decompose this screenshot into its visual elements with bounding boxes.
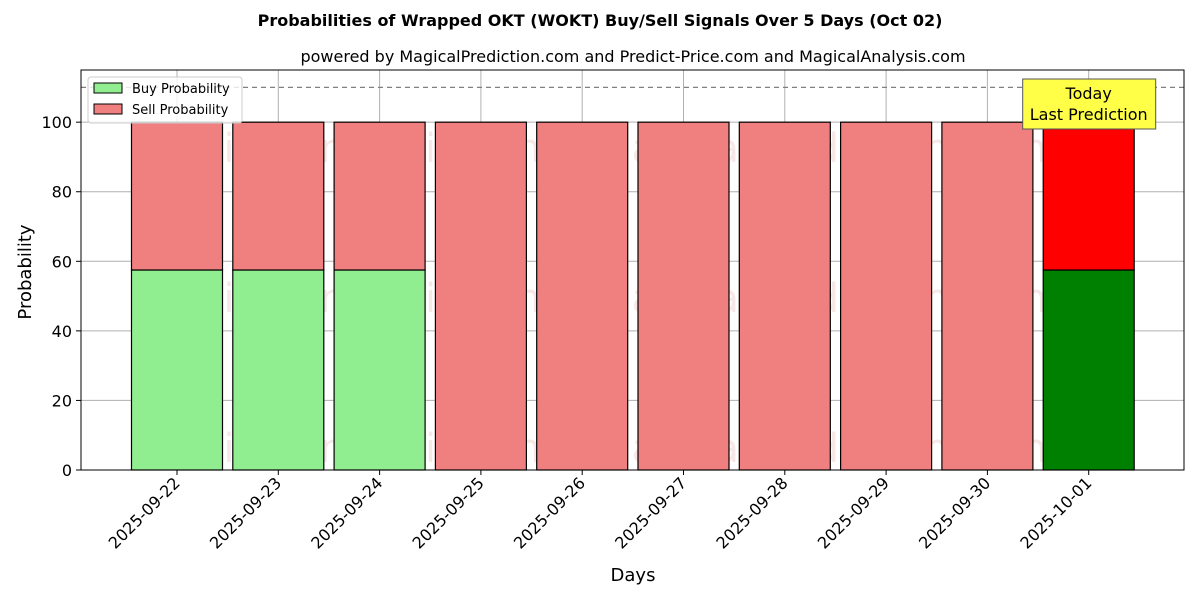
bar-sell	[1042, 121, 1135, 271]
legend-label: Sell Probability	[132, 103, 229, 118]
x-tick-label: 2025-09-29	[814, 473, 893, 552]
annotation-text: Last Prediction	[1030, 105, 1148, 124]
bar-sell	[941, 121, 1034, 471]
legend-label: Buy Probability	[132, 82, 230, 97]
x-tick-label: 2025-09-27	[611, 473, 690, 552]
bar-sell	[232, 121, 325, 271]
bar-sell	[333, 121, 426, 271]
y-tick-label: 80	[52, 183, 72, 202]
chart-title: Probabilities of Wrapped OKT (WOKT) Buy/…	[258, 11, 943, 30]
legend-box	[87, 76, 243, 124]
legend: Buy Probability Sell Probability	[87, 76, 243, 124]
y-tick-label: 40	[52, 322, 72, 341]
legend-swatch	[93, 82, 123, 94]
legend-swatch	[93, 103, 123, 115]
x-axis-label: Days	[611, 565, 656, 586]
plot-area: MagicalAnalysis.comMagicalPrediction.com…	[41, 69, 1185, 553]
bar-sell	[637, 121, 730, 471]
bar-sell	[738, 121, 831, 471]
y-tick-label: 20	[52, 391, 72, 410]
x-tick-label: 2025-10-01	[1016, 473, 1095, 552]
x-tick-label: 2025-09-23	[206, 473, 285, 552]
x-tick-label: 2025-09-28	[712, 473, 791, 552]
y-tick-label: 100	[41, 113, 72, 132]
annotation-text: Today	[1065, 84, 1112, 103]
x-tick-label: 2025-09-22	[105, 473, 184, 552]
bar-sell	[839, 121, 933, 471]
chart-subtitle: powered by MagicalPrediction.com and Pre…	[300, 47, 965, 66]
x-tick-label: 2025-09-30	[915, 473, 994, 552]
y-axis-label: Probability	[15, 224, 36, 319]
x-tick-label: 2025-09-25	[409, 473, 488, 552]
x-tick-label: 2025-09-24	[307, 473, 386, 552]
bar-sell	[536, 121, 629, 471]
bar-buy	[130, 269, 224, 471]
y-tick-label: 60	[52, 252, 72, 271]
bar-sell	[434, 121, 527, 471]
bar-buy	[1042, 269, 1135, 471]
plot-frame	[80, 69, 1185, 471]
bar-buy	[232, 269, 325, 471]
x-tick-label: 2025-09-26	[510, 473, 589, 552]
bar-buy	[333, 269, 426, 471]
y-tick-label: 0	[62, 461, 72, 480]
annotation-box	[1022, 78, 1157, 130]
bar-sell	[130, 121, 224, 271]
